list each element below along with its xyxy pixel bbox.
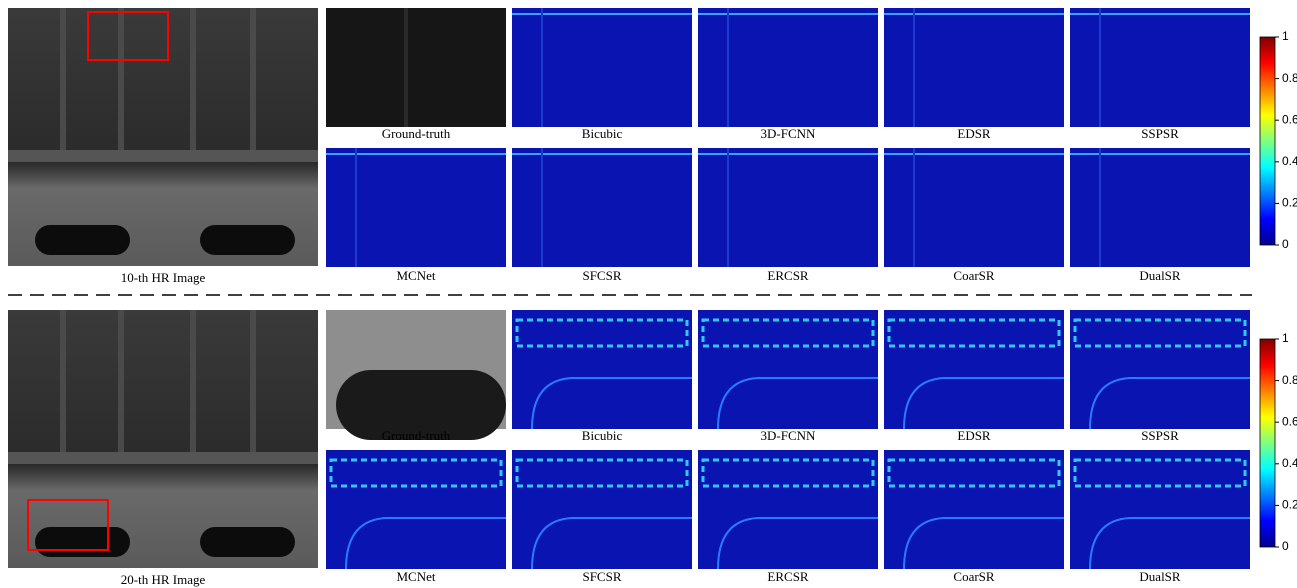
ground-truth-image [326, 8, 506, 127]
method-label: MCNet [397, 569, 436, 584]
method-label: Bicubic [582, 126, 623, 141]
error-edge [903, 377, 1064, 430]
method-label: 3D-FCNN [761, 428, 817, 443]
shelf-divider [118, 8, 124, 158]
error-text-region [701, 318, 875, 348]
error-map [1070, 148, 1250, 267]
error-text-region [515, 458, 689, 488]
colorbar-tick-label: 0 [1282, 539, 1289, 553]
method-label: SFCSR [582, 569, 621, 584]
method-label: ERCSR [767, 569, 809, 584]
zoom-box [87, 11, 169, 61]
hr-image [8, 310, 318, 568]
error-map [884, 310, 1064, 429]
error-map [698, 148, 878, 267]
method-label: CoarSR [953, 569, 995, 584]
error-map [884, 450, 1064, 569]
method-label: Bicubic [582, 428, 623, 443]
method-label: SSPSR [1141, 126, 1179, 141]
method-label: CoarSR [953, 268, 995, 283]
method-label: SSPSR [1141, 428, 1179, 443]
error-text-region [515, 318, 689, 348]
method-label: MCNet [397, 268, 436, 283]
error-map [512, 8, 692, 127]
error-map [326, 148, 506, 267]
error-map [512, 310, 692, 429]
shelf [8, 150, 318, 162]
error-map [1070, 310, 1250, 429]
slot [200, 527, 295, 557]
colorbar-tick-label: 0.2 [1282, 196, 1297, 210]
method-label: 3D-FCNN [761, 126, 817, 141]
hr-label: 20-th HR Image [121, 572, 206, 587]
method-label: EDSR [957, 428, 991, 443]
error-text-region [1073, 318, 1247, 348]
hr-image [8, 8, 318, 266]
slot [200, 225, 295, 255]
shelf-divider [250, 8, 256, 158]
error-map [698, 450, 878, 569]
error-edge [1089, 377, 1250, 430]
error-map [1070, 450, 1250, 569]
zoom-box [27, 499, 109, 551]
divider [404, 8, 408, 127]
colorbar-tick-label: 0.8 [1282, 71, 1297, 85]
colorbar [1259, 36, 1276, 246]
error-map [326, 450, 506, 569]
method-label: DualSR [1139, 268, 1181, 283]
colorbar-tick-label: 0.4 [1282, 456, 1297, 470]
colorbar-tick-label: 0.2 [1282, 498, 1297, 512]
error-text-region [887, 458, 1061, 488]
shelf-divider [190, 310, 196, 460]
slot [336, 370, 506, 440]
colorbar-tick-label: 0.4 [1282, 154, 1297, 168]
error-edge [531, 377, 692, 430]
method-label: Ground-truth [382, 126, 451, 141]
method-label: SFCSR [582, 268, 621, 283]
shelf-divider [190, 8, 196, 158]
shelf [8, 452, 318, 464]
shelf-divider [250, 310, 256, 460]
error-text-region [1073, 458, 1247, 488]
error-map [698, 8, 878, 127]
error-text-region [887, 318, 1061, 348]
method-label: DualSR [1139, 569, 1181, 584]
error-edge [531, 517, 692, 570]
error-map [512, 450, 692, 569]
colorbar-tick-label: 1 [1282, 29, 1289, 43]
error-edge [903, 517, 1064, 570]
slot [35, 527, 130, 557]
error-edge [717, 517, 878, 570]
shelf-divider [60, 310, 66, 460]
colorbar [1259, 338, 1276, 548]
colorbar-tick-label: 0.6 [1282, 112, 1297, 126]
colorbar-tick-label: 0.8 [1282, 373, 1297, 387]
slot [35, 225, 130, 255]
hr-label: 10-th HR Image [121, 270, 206, 285]
error-map [884, 8, 1064, 127]
colorbar-tick-label: 0.6 [1282, 414, 1297, 428]
colorbar-tick-label: 0 [1282, 237, 1289, 251]
error-edge [1089, 517, 1250, 570]
error-text-region [329, 458, 503, 488]
error-edge [717, 377, 878, 430]
shelf-divider [118, 310, 124, 460]
error-map [698, 310, 878, 429]
error-map [512, 148, 692, 267]
method-label: Ground-truth [382, 428, 451, 443]
error-map [1070, 8, 1250, 127]
colorbar-tick-label: 1 [1282, 331, 1289, 345]
error-text-region [701, 458, 875, 488]
error-edge [345, 517, 506, 570]
error-map [884, 148, 1064, 267]
shelf-divider [60, 8, 66, 158]
method-label: EDSR [957, 126, 991, 141]
method-label: ERCSR [767, 268, 809, 283]
